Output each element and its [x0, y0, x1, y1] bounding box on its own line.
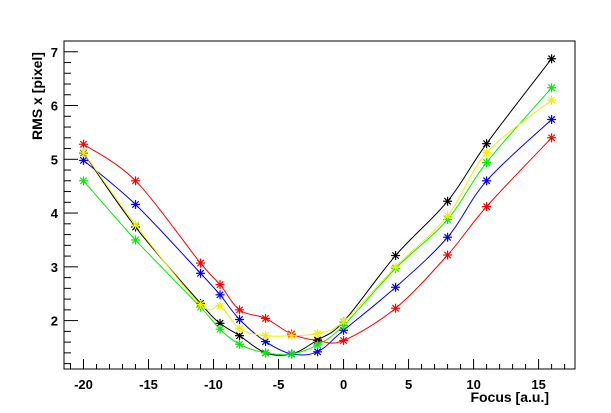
data-point — [482, 158, 492, 168]
data-point — [261, 348, 271, 358]
data-point — [339, 336, 349, 346]
plot-frame — [63, 40, 576, 370]
series-layer — [79, 54, 557, 359]
data-point — [443, 196, 453, 206]
data-point — [261, 313, 271, 323]
x-tick-label: -15 — [139, 377, 158, 392]
data-point — [287, 331, 297, 341]
series-5 — [79, 95, 557, 341]
x-tick-label: -5 — [273, 377, 285, 392]
data-point — [79, 139, 89, 149]
y-axis-ticks: 2 3 4 5 6 7 — [51, 40, 78, 365]
data-point — [482, 148, 492, 158]
data-point — [391, 303, 401, 313]
x-tick-label: 0 — [340, 377, 347, 392]
data-point — [482, 176, 492, 186]
data-point — [215, 290, 225, 300]
data-point — [131, 176, 141, 186]
data-point — [482, 202, 492, 212]
x-axis-title: Focus [a.u.] — [470, 389, 549, 405]
x-axis-ticks: -20 -15 -10 -5 0 5 10 15 — [70, 359, 566, 392]
x-tick-label: 10 — [466, 377, 480, 392]
data-point — [235, 324, 245, 334]
x-tick-label: -20 — [74, 377, 93, 392]
data-point — [287, 349, 297, 359]
data-point — [79, 155, 89, 165]
y-tick-label: 5 — [51, 152, 58, 167]
data-point — [215, 301, 225, 311]
data-point — [215, 318, 225, 328]
data-point — [131, 199, 141, 209]
x-tick-label: 5 — [405, 377, 412, 392]
data-point — [391, 251, 401, 261]
data-point — [196, 258, 206, 268]
data-point — [79, 147, 89, 157]
data-point — [313, 329, 323, 339]
y-tick-label: 3 — [51, 260, 58, 275]
data-point — [196, 299, 206, 309]
data-point — [339, 317, 349, 327]
data-point — [131, 235, 141, 245]
data-point — [443, 211, 453, 221]
data-point — [261, 331, 271, 341]
data-point — [547, 54, 557, 64]
y-axis-title: RMS x [pixel] — [29, 52, 45, 140]
x-tick-label: -10 — [204, 377, 223, 392]
data-point — [235, 315, 245, 325]
data-point — [547, 95, 557, 105]
y-tick-label: 6 — [51, 99, 58, 114]
data-point — [443, 250, 453, 260]
y-tick-label: 4 — [51, 206, 59, 221]
x-tick-label: 15 — [531, 377, 545, 392]
data-point — [313, 347, 323, 357]
data-point — [79, 176, 89, 186]
data-point — [215, 324, 225, 334]
y-tick-label: 2 — [51, 314, 58, 329]
data-point — [391, 262, 401, 272]
data-point — [391, 282, 401, 292]
data-point — [547, 115, 557, 125]
data-point — [215, 280, 225, 290]
data-point — [131, 220, 141, 230]
data-point — [235, 305, 245, 315]
data-point — [313, 340, 323, 350]
data-point — [443, 232, 453, 242]
data-point — [235, 339, 245, 349]
data-point — [547, 133, 557, 143]
y-tick-label: 7 — [51, 45, 58, 60]
data-point — [547, 83, 557, 93]
data-point — [196, 268, 206, 278]
data-point — [482, 139, 492, 149]
